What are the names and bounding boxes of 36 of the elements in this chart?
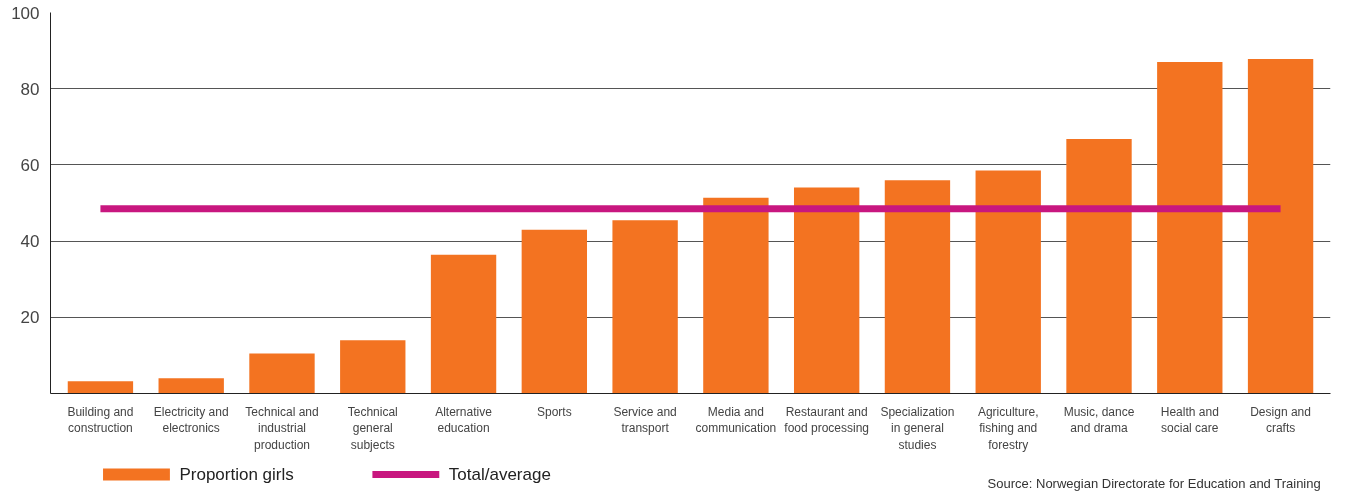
source-note: Source: Norwegian Directorate for Education and Training [987,476,1321,491]
bar [612,220,678,394]
bar [249,353,315,394]
bar [703,197,769,394]
x-tick-label: Technical and industrial production [245,404,319,453]
bar [340,340,406,394]
x-tick-label: Sports [536,404,572,419]
bar [158,378,224,394]
x-tick-label: Service and transport [613,404,677,436]
x-tick-label: Health and social care [1160,404,1219,436]
bar [430,254,497,394]
y-tick-label: 40 [20,232,40,252]
bar [521,229,588,394]
x-tick-label: Technical general subjects [347,404,398,453]
x-tick-label: Media and communication [695,404,777,436]
legend-label: Total/average [448,465,551,484]
bar [884,180,951,394]
x-tick-label: Agriculture, fishing and forestry [977,404,1039,453]
x-tick-label: Alternative education [435,404,493,436]
bar [975,170,1041,394]
x-tick-label: Specialization in general studies [880,404,955,453]
bar [67,381,134,394]
x-tick-label: Music, dance and drama [1063,404,1135,436]
legend-label: Proportion girls [179,465,294,484]
y-tick-label: 80 [20,79,40,99]
bar [1066,138,1132,394]
x-tick-label: Electricity and electronics [153,404,229,436]
y-tick-label: 100 [11,3,40,23]
y-tick-label: 20 [20,308,40,328]
x-tick-label: Building and construction [67,404,134,436]
bar [793,187,860,394]
bar [1247,58,1314,394]
x-tick-label: Restaurant and food processing [784,404,870,436]
bar [1157,62,1223,394]
x-tick-label: Design and crafts [1250,404,1311,436]
y-tick-label: 60 [20,155,40,175]
